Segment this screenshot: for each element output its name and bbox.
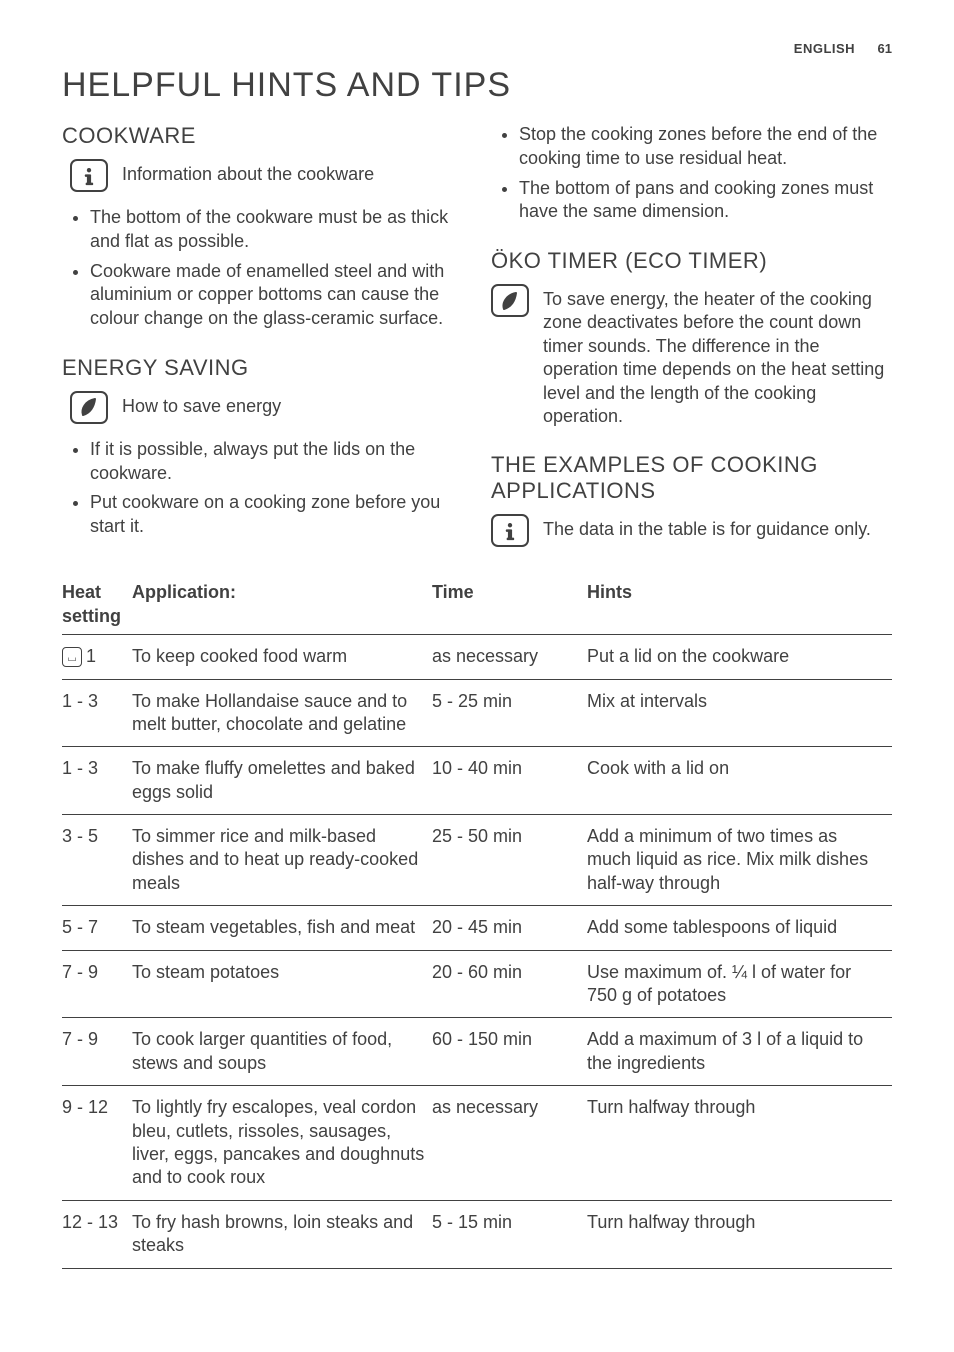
eco-heading: ÖKO TIMER (ECO TIMER) bbox=[491, 248, 892, 274]
cookware-bullet-list: The bottom of the cookware must be as th… bbox=[62, 206, 463, 331]
table-header-row: Heat setting Application: Time Hints bbox=[62, 573, 892, 634]
cell-heat: 1 - 3 bbox=[62, 679, 132, 747]
table-row: 1 - 3 To make Hollandaise sauce and to m… bbox=[62, 679, 892, 747]
th-hints: Hints bbox=[587, 573, 892, 634]
energy-info-text: How to save energy bbox=[122, 391, 281, 418]
cell-time: 25 - 50 min bbox=[432, 815, 587, 906]
left-column: COOKWARE Information about the cookware … bbox=[62, 123, 463, 561]
cell-heat: ⏘1 bbox=[62, 635, 132, 679]
cell-application: To make Hollandaise sauce and to melt bu… bbox=[132, 679, 432, 747]
energy-bullet-list: If it is possible, always put the lids o… bbox=[62, 438, 463, 539]
cell-time: 20 - 45 min bbox=[432, 906, 587, 950]
cell-heat: 9 - 12 bbox=[62, 1086, 132, 1201]
cell-application: To steam vegetables, fish and meat bbox=[132, 906, 432, 950]
list-item: Stop the cooking zones before the end of… bbox=[519, 123, 892, 171]
list-item: If it is possible, always put the lids o… bbox=[90, 438, 463, 486]
list-item: The bottom of the cookware must be as th… bbox=[90, 206, 463, 254]
cookware-info-row: Information about the cookware bbox=[62, 159, 463, 192]
page: ENGLISH 61 HELPFUL HINTS AND TIPS COOKWA… bbox=[0, 0, 954, 1309]
cell-hints: Use maximum of. ¼ l of water for 750 g o… bbox=[587, 950, 892, 1018]
table-row: 5 - 7 To steam vegetables, fish and meat… bbox=[62, 906, 892, 950]
cookware-heading: COOKWARE bbox=[62, 123, 463, 149]
cell-hints: Turn halfway through bbox=[587, 1086, 892, 1201]
cell-heat: 12 - 13 bbox=[62, 1200, 132, 1268]
cell-time: 60 - 150 min bbox=[432, 1018, 587, 1086]
examples-heading: THE EXAMPLES OF COOKING APPLICATIONS bbox=[491, 452, 892, 504]
list-item: Cookware made of enamelled steel and wit… bbox=[90, 260, 463, 331]
cookware-info-text: Information about the cookware bbox=[122, 159, 374, 186]
examples-info-text: The data in the table is for guidance on… bbox=[543, 514, 871, 541]
cell-heat: 7 - 9 bbox=[62, 950, 132, 1018]
eco-info-text: To save energy, the heater of the cookin… bbox=[543, 284, 892, 428]
cell-time: 5 - 25 min bbox=[432, 679, 587, 747]
eco-info-row: To save energy, the heater of the cookin… bbox=[491, 284, 892, 428]
cell-application: To lightly fry escalopes, veal cordon bl… bbox=[132, 1086, 432, 1201]
table-row: ⏘1 To keep cooked food warm as necessary… bbox=[62, 635, 892, 679]
cell-time: 10 - 40 min bbox=[432, 747, 587, 815]
table-row: 3 - 5 To simmer rice and milk-based dish… bbox=[62, 815, 892, 906]
cell-application: To fry hash browns, loin steaks and stea… bbox=[132, 1200, 432, 1268]
cell-hints: Mix at intervals bbox=[587, 679, 892, 747]
list-item: Put cookware on a cooking zone before yo… bbox=[90, 491, 463, 539]
info-icon bbox=[491, 514, 529, 547]
header-page-number: 61 bbox=[878, 41, 892, 56]
info-icon bbox=[70, 159, 108, 192]
two-column-layout: COOKWARE Information about the cookware … bbox=[62, 123, 892, 561]
cell-application: To make fluffy omelettes and baked eggs … bbox=[132, 747, 432, 815]
table-row: 1 - 3 To make fluffy omelettes and baked… bbox=[62, 747, 892, 815]
right-column: Stop the cooking zones before the end of… bbox=[491, 123, 892, 561]
leaf-icon bbox=[491, 284, 529, 317]
table-row: 7 - 9 To cook larger quantities of food,… bbox=[62, 1018, 892, 1086]
th-application: Application: bbox=[132, 573, 432, 634]
cell-heat: 5 - 7 bbox=[62, 906, 132, 950]
cell-time: 20 - 60 min bbox=[432, 950, 587, 1018]
header-language: ENGLISH bbox=[794, 41, 855, 56]
cell-time: as necessary bbox=[432, 635, 587, 679]
cell-heat: 3 - 5 bbox=[62, 815, 132, 906]
cell-application: To keep cooked food warm bbox=[132, 635, 432, 679]
page-header: ENGLISH 61 bbox=[62, 40, 892, 58]
examples-info-row: The data in the table is for guidance on… bbox=[491, 514, 892, 547]
th-heat: Heat setting bbox=[62, 573, 132, 634]
cooking-applications-table: Heat setting Application: Time Hints ⏘1 … bbox=[62, 573, 892, 1268]
leaf-icon bbox=[70, 391, 108, 424]
table-body: ⏘1 To keep cooked food warm as necessary… bbox=[62, 635, 892, 1268]
cell-time: 5 - 15 min bbox=[432, 1200, 587, 1268]
heat-value: 1 bbox=[86, 646, 96, 666]
table-row: 7 - 9 To steam potatoes 20 - 60 min Use … bbox=[62, 950, 892, 1018]
cell-hints: Add a minimum of two times as much liqui… bbox=[587, 815, 892, 906]
cell-application: To steam potatoes bbox=[132, 950, 432, 1018]
cell-application: To cook larger quantities of food, stews… bbox=[132, 1018, 432, 1086]
keep-warm-icon: ⏘ bbox=[62, 647, 82, 667]
energy-info-row: How to save energy bbox=[62, 391, 463, 424]
table-row: 12 - 13 To fry hash browns, loin steaks … bbox=[62, 1200, 892, 1268]
list-item: The bottom of pans and cooking zones mus… bbox=[519, 177, 892, 225]
energy-heading: ENERGY SAVING bbox=[62, 355, 463, 381]
cell-heat: 1 - 3 bbox=[62, 747, 132, 815]
cell-hints: Cook with a lid on bbox=[587, 747, 892, 815]
right-top-bullet-list: Stop the cooking zones before the end of… bbox=[491, 123, 892, 224]
cell-hints: Add some tablespoons of liquid bbox=[587, 906, 892, 950]
cell-heat: 7 - 9 bbox=[62, 1018, 132, 1086]
cell-application: To simmer rice and milk-based dishes and… bbox=[132, 815, 432, 906]
page-title: HELPFUL HINTS AND TIPS bbox=[62, 66, 892, 105]
cell-hints: Turn halfway through bbox=[587, 1200, 892, 1268]
cell-time: as necessary bbox=[432, 1086, 587, 1201]
th-time: Time bbox=[432, 573, 587, 634]
cell-hints: Put a lid on the cookware bbox=[587, 635, 892, 679]
cell-hints: Add a maximum of 3 l of a liquid to the … bbox=[587, 1018, 892, 1086]
table-row: 9 - 12 To lightly fry escalopes, veal co… bbox=[62, 1086, 892, 1201]
